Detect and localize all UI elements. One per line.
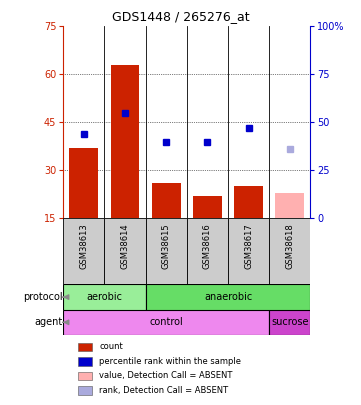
Bar [63,218,104,284]
Text: GDS1448 / 265276_at: GDS1448 / 265276_at [112,10,249,23]
Text: sucrose: sucrose [271,317,309,327]
Bar [269,310,310,335]
Bar [63,284,145,310]
Text: aerobic: aerobic [86,292,122,302]
Bar [234,186,263,218]
Bar [78,371,92,380]
Text: value, Detection Call = ABSENT: value, Detection Call = ABSENT [99,371,232,380]
Bar [145,218,187,284]
Text: GSM38614: GSM38614 [121,224,130,269]
Bar [152,183,180,218]
Text: count: count [99,342,123,351]
Text: GSM38616: GSM38616 [203,224,212,269]
Bar [104,218,145,284]
Bar [78,343,92,351]
Text: GSM38618: GSM38618 [285,224,294,269]
Text: agent: agent [34,317,62,327]
Bar [78,386,92,395]
Text: protocol: protocol [23,292,62,302]
Text: rank, Detection Call = ABSENT: rank, Detection Call = ABSENT [99,386,228,395]
Bar [275,193,304,218]
Text: percentile rank within the sample: percentile rank within the sample [99,357,241,366]
Text: GSM38613: GSM38613 [79,224,88,269]
Bar [110,65,139,218]
Bar [193,196,222,218]
Bar [78,357,92,366]
Bar [187,218,228,284]
Text: control: control [149,317,183,327]
Text: GSM38617: GSM38617 [244,224,253,269]
Bar [69,148,98,218]
Bar [228,218,269,284]
Bar [63,310,269,335]
Bar [145,284,310,310]
Text: anaerobic: anaerobic [204,292,252,302]
Bar [269,218,310,284]
Text: GSM38615: GSM38615 [162,224,171,269]
